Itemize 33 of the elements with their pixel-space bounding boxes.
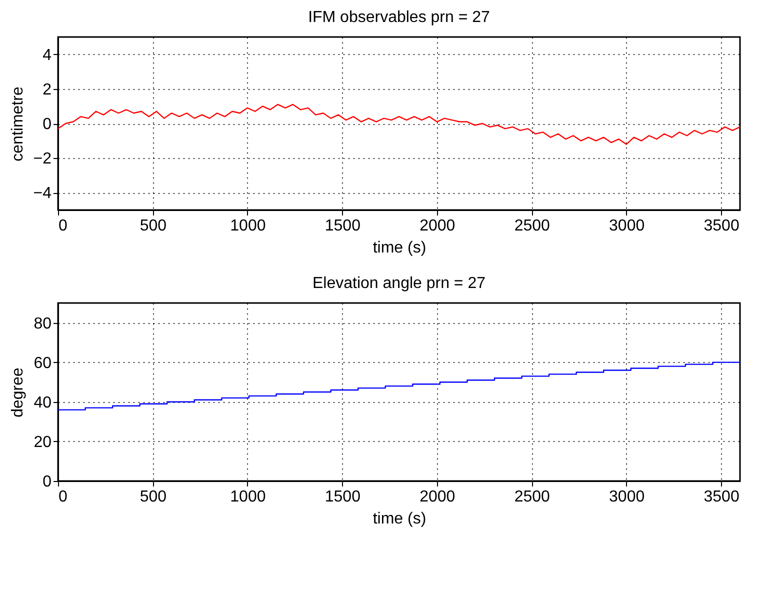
x-tick-label: 2500 <box>514 218 550 234</box>
x-tick-label: 2000 <box>420 218 456 234</box>
line-series <box>57 104 741 145</box>
y-tick-label: 0 <box>42 474 52 490</box>
x-tick-label: 3500 <box>704 488 740 506</box>
x-tick-label: 0 <box>58 488 68 506</box>
x-tick-label: 0 <box>58 218 68 234</box>
y-tick-label: 20 <box>34 434 52 451</box>
x-axis-title: time (s) <box>372 510 426 528</box>
x-tick-label: 2500 <box>514 488 550 506</box>
x-tick-label: 3000 <box>609 488 645 506</box>
y-tick-label: 2 <box>42 81 52 98</box>
chart-title: Elevation angle prn = 27 <box>312 275 486 292</box>
x-tick-label: 3000 <box>609 218 645 234</box>
x-tick-label: 1500 <box>324 488 361 506</box>
y-tick-label: 0 <box>42 116 52 133</box>
y-tick-label: −4 <box>33 185 52 202</box>
x-tick-label: 500 <box>140 488 167 506</box>
x-tick-label: 2000 <box>420 488 456 506</box>
y-tick-label: −2 <box>33 150 52 168</box>
x-tick-label: 1000 <box>230 218 266 234</box>
x-tick-label: 500 <box>140 218 167 234</box>
x-tick-label: 1000 <box>230 488 266 506</box>
x-tick-label: 3500 <box>704 218 740 234</box>
x-axis-title: time (s) <box>372 240 426 256</box>
y-axis-title: degree <box>10 367 27 418</box>
y-tick-label: 4 <box>42 46 52 64</box>
y-tick-label: 60 <box>34 354 52 372</box>
y-tick-label: 40 <box>34 394 52 412</box>
y-tick-label: 80 <box>34 315 52 332</box>
chart-title: IFM observables prn = 27 <box>308 9 490 26</box>
y-axis-title: centimetre <box>9 86 26 162</box>
x-tick-label: 1500 <box>324 218 361 234</box>
